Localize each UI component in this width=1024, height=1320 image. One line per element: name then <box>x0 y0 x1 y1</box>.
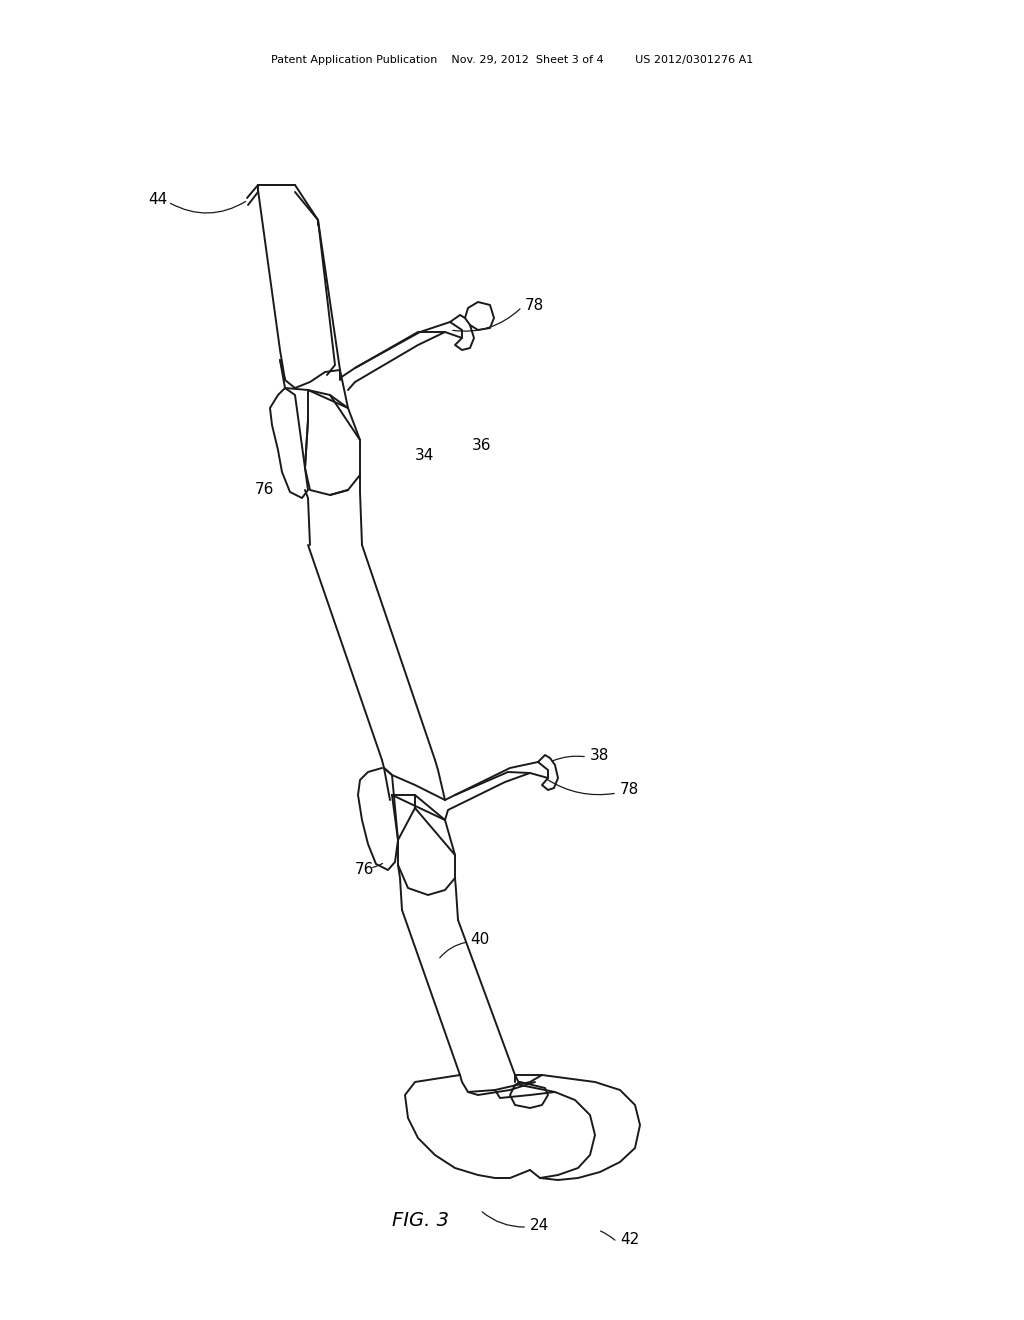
Text: 44: 44 <box>148 193 167 207</box>
Text: 36: 36 <box>472 437 492 453</box>
Text: Patent Application Publication    Nov. 29, 2012  Sheet 3 of 4         US 2012/03: Patent Application Publication Nov. 29, … <box>271 55 753 65</box>
Text: 40: 40 <box>470 932 489 948</box>
Text: 24: 24 <box>530 1217 549 1233</box>
Text: 42: 42 <box>620 1233 639 1247</box>
Text: FIG. 3: FIG. 3 <box>391 1210 449 1229</box>
Text: 78: 78 <box>620 783 639 797</box>
Text: 34: 34 <box>415 447 434 462</box>
Text: 76: 76 <box>255 483 274 498</box>
Text: 76: 76 <box>355 862 375 878</box>
Text: 38: 38 <box>590 747 609 763</box>
Text: 78: 78 <box>525 297 544 313</box>
